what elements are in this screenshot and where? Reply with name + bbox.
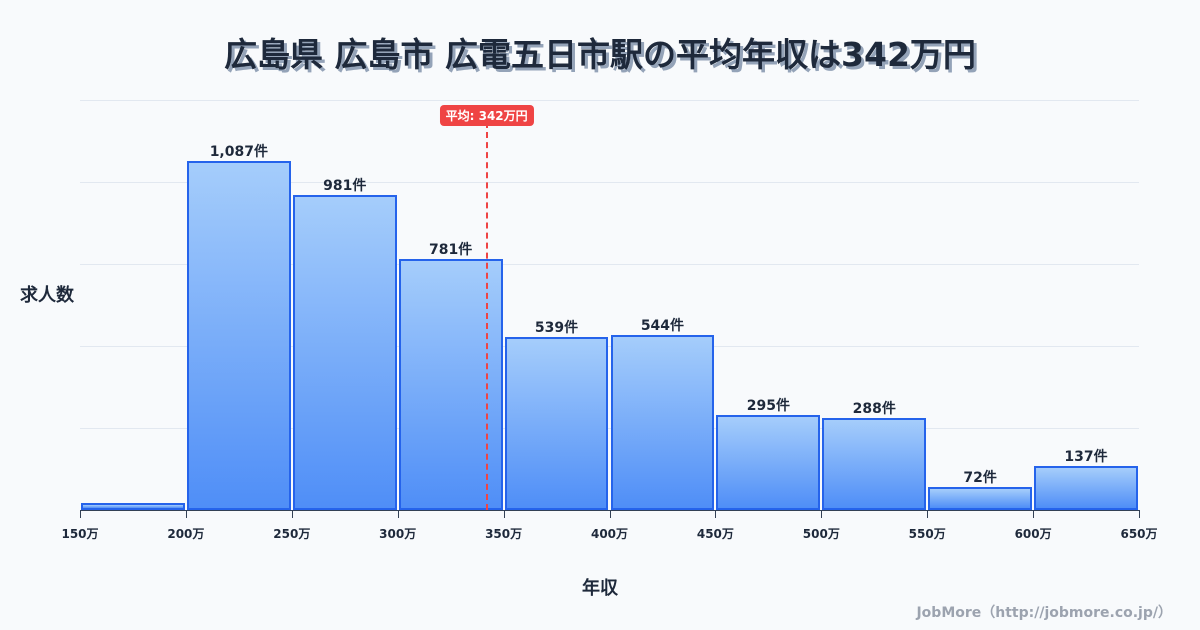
- histogram-bar: [292, 195, 397, 510]
- bar-value-label: 1,087件: [209, 144, 268, 160]
- histogram-bar: [928, 486, 1033, 510]
- x-axis-tick: [397, 510, 399, 518]
- x-axis-tick-label: 400万: [590, 527, 629, 541]
- chart-title: 広島県 広島市 広電五日市駅の平均年収は342万円: [224, 35, 976, 74]
- x-axis-tick: [927, 510, 929, 518]
- histogram-bar: [610, 335, 715, 510]
- bar-value-label: 981件: [323, 178, 367, 195]
- bar-value-label: 781件: [429, 242, 473, 259]
- x-axis-tick-label: 200万: [167, 527, 205, 541]
- gridline: [80, 428, 1139, 429]
- x-axis-tick-label: 350万: [485, 527, 523, 541]
- bar-value-label: 137件: [1064, 449, 1108, 465]
- histogram-bar: [1034, 466, 1138, 510]
- x-axis-tick-label: 550万: [908, 527, 946, 541]
- bar-value-label: 295件: [746, 398, 790, 415]
- histogram-bar: [716, 415, 821, 510]
- x-axis-tick-label: 450万: [696, 527, 734, 541]
- x-axis-tick-label: 250万: [273, 527, 311, 541]
- histogram-bar: [398, 259, 503, 510]
- source-credit: JobMore（http://jobmore.co.jp/）: [916, 605, 1172, 621]
- x-axis-label: 年収: [582, 578, 618, 599]
- histogram-plot: 1,087件 981件 781件 539件 544件 295件 288件 72件 137件 150…: [61, 100, 1158, 541]
- x-axis-tick: [80, 510, 81, 518]
- gridline: [80, 182, 1139, 183]
- x-axis-tick: [185, 510, 187, 518]
- x-axis-tick: [1139, 510, 1140, 518]
- bar-value-label: 288件: [852, 400, 896, 417]
- gridline: [80, 100, 1139, 101]
- x-axis-tick-label: 300万: [379, 527, 417, 541]
- x-axis-tick: [821, 510, 823, 518]
- histogram-bar: [822, 417, 927, 510]
- bar-value-label: 72件: [963, 469, 997, 486]
- bar-value-label: 544件: [640, 318, 685, 335]
- gridline: [80, 346, 1139, 347]
- x-axis-tick-label: 500万: [802, 527, 840, 541]
- y-axis-label: 求人数: [20, 285, 74, 306]
- histogram-bar: [186, 161, 291, 510]
- x-axis-tick: [1033, 510, 1035, 518]
- bar-value-label: 539件: [534, 319, 579, 336]
- x-axis-tick-label: 600万: [1014, 527, 1052, 541]
- histogram-bar: [81, 502, 185, 510]
- x-axis-tick-label: 650万: [1120, 527, 1158, 541]
- x-axis-tick: [291, 510, 293, 518]
- x-axis-tick: [503, 510, 505, 518]
- average-line: [485, 122, 488, 510]
- x-axis-tick: [715, 510, 717, 518]
- gridline: [80, 264, 1139, 265]
- average-badge: 平均: 342万円: [439, 105, 534, 126]
- x-axis-tick-label: 150万: [61, 527, 99, 541]
- x-axis-tick: [609, 510, 611, 518]
- histogram-bar: [504, 336, 609, 510]
